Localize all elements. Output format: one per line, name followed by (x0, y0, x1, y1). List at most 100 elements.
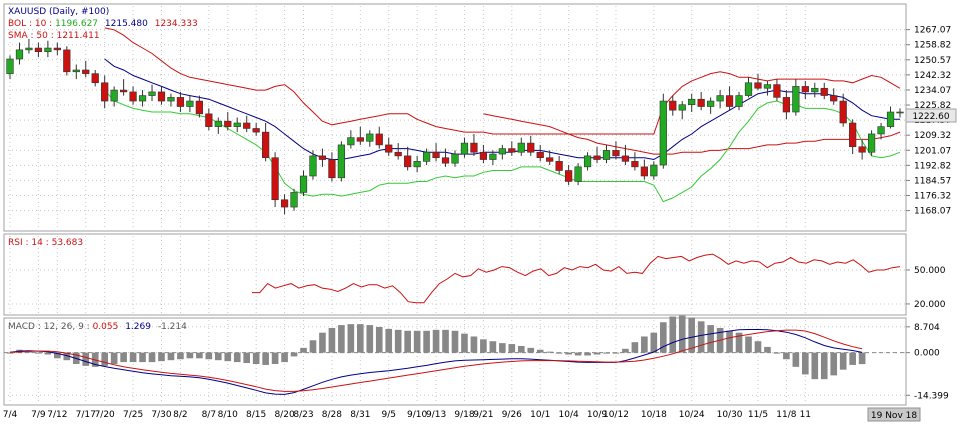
macd-histogram-bar (603, 352, 610, 354)
macd-histogram-bar (423, 330, 430, 353)
x-tick-label: 9/5 (381, 410, 395, 420)
candle-body (148, 91, 156, 96)
candle-body (167, 97, 175, 102)
candle-body (886, 111, 895, 127)
candle-body (565, 170, 573, 182)
price-tick-label: 1168.07 (914, 207, 951, 217)
macd-legend-prefix: MACD : 12, 26, 9 : (8, 322, 93, 332)
macd-histogram-bar (252, 352, 260, 364)
candle-body (441, 157, 450, 164)
candle-body (546, 157, 554, 162)
candle-body (650, 164, 658, 177)
macd-histogram-bar (499, 343, 506, 353)
rsi-tick-label: 50.000 (914, 266, 946, 276)
macd-histogram-bar (177, 352, 184, 360)
price-tick-label: 1258.82 (914, 41, 951, 51)
candle-body (271, 157, 279, 201)
macd-histogram-bar (375, 326, 383, 353)
macd-histogram-bar (35, 352, 42, 354)
macd-histogram-bar (517, 345, 525, 353)
macd-histogram-bar (413, 330, 421, 353)
candle-body (460, 142, 469, 155)
candle-body (849, 122, 857, 148)
candle-body (63, 49, 71, 73)
macd-histogram-bar (707, 325, 714, 353)
rsi-panel (3, 233, 907, 316)
macd-histogram-bar (726, 330, 733, 353)
price-tick-label: 1192.82 (914, 161, 951, 171)
current-date-tag: 19 Nov 18 (871, 411, 917, 421)
price-tick-label: 1201.07 (914, 146, 951, 156)
macd-histogram-bar (451, 330, 459, 353)
macd-histogram-bar (669, 316, 677, 353)
candle-body (337, 144, 345, 179)
candle-body (432, 151, 440, 159)
macd-histogram-bar (764, 346, 771, 353)
candle-body (896, 111, 904, 114)
candle-body (877, 126, 885, 135)
candle-body (356, 137, 364, 142)
candle-body (792, 86, 800, 113)
candle-body (659, 100, 667, 166)
macd-histogram-bar (205, 352, 213, 360)
x-tick-label: 8/10 (218, 410, 238, 420)
x-tick-label: 7/25 (123, 410, 143, 420)
x-tick-label: 8/7 (202, 410, 216, 420)
x-tick-label: 10/4 (559, 410, 579, 420)
candle-body (479, 151, 488, 160)
x-tick-label: 9/10 (407, 410, 427, 420)
x-tick-label: 8/15 (246, 410, 266, 420)
candle-body (186, 100, 194, 107)
candle-body (782, 97, 790, 113)
candle-body (725, 95, 734, 107)
candle-body (233, 122, 241, 127)
macd-tick-label: 8.704 (914, 323, 940, 333)
candle-body (101, 82, 109, 102)
candle-body (129, 91, 137, 102)
sma-line (483, 113, 901, 155)
macd-histogram-bar (186, 352, 194, 359)
macd-histogram-bar (63, 352, 71, 361)
macd-histogram-bar (167, 352, 175, 361)
candle-body (72, 69, 80, 73)
candle-body (707, 100, 715, 107)
macd-histogram-bar (480, 339, 487, 353)
candle-body (290, 192, 298, 208)
candle-body (318, 155, 327, 160)
candle-body (347, 137, 355, 146)
price-tick-label: 1242.32 (914, 71, 951, 81)
macd-histogram-bar (120, 352, 127, 363)
macd-line (9, 329, 863, 395)
price-tick-label: 1209.32 (914, 131, 951, 141)
candle-body (678, 104, 686, 111)
candle-body (375, 133, 383, 146)
x-tick-label: 8/2 (173, 410, 187, 420)
macd-histogram-bar (792, 352, 800, 367)
candle-body (498, 148, 506, 155)
x-tick-label: 8/20 (274, 410, 294, 420)
candle-body (574, 166, 582, 182)
x-tick-label: 11/5 (748, 410, 768, 420)
macd-histogram-bar (612, 352, 620, 354)
candle-body (44, 47, 52, 52)
candle-body (801, 86, 809, 93)
macd-histogram-bar (574, 352, 582, 356)
macd-histogram-bar (394, 329, 402, 353)
x-tick-label: 10/9 (587, 410, 607, 420)
candle-body (214, 120, 222, 127)
macd-histogram-bar (281, 352, 288, 363)
candle-body (451, 153, 459, 164)
candle-body (328, 159, 336, 179)
candle-body (6, 58, 14, 74)
macd-histogram-bar (688, 317, 696, 353)
candle-body (640, 166, 648, 177)
candle-body (195, 100, 203, 115)
x-tick-label: 9/26 (502, 410, 522, 420)
x-tick-label: 9/18 (454, 410, 474, 420)
symbol-title: XAUUSD (Daily, #100) (8, 7, 109, 17)
x-tick-label: 9/13 (426, 410, 446, 420)
x-tick-label: 10/1 (530, 410, 550, 420)
rsi-legend: RSI : 14 : 53.683 (8, 238, 83, 248)
current-date-tag-bg (867, 407, 921, 422)
